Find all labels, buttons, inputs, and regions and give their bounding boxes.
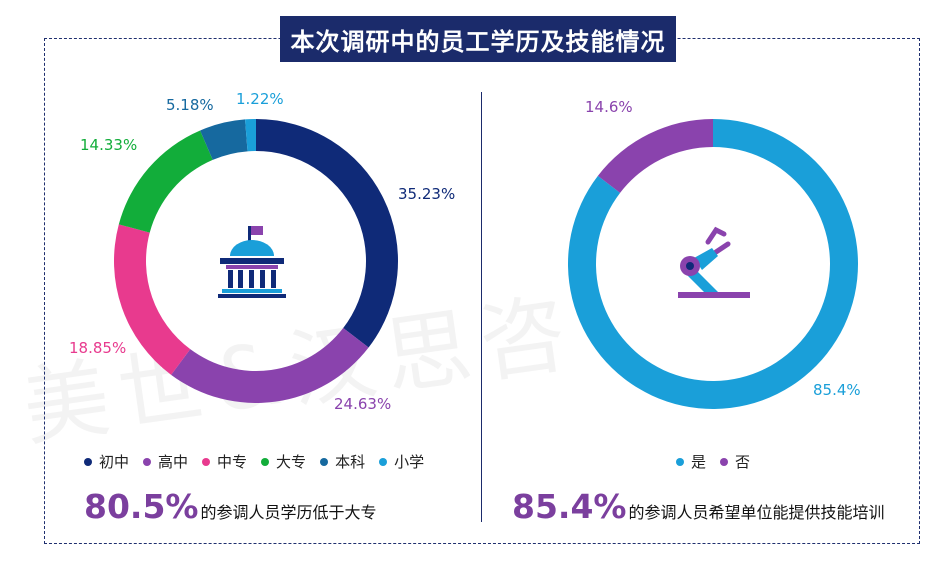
data-label-0: 35.23% — [398, 185, 455, 203]
training-summary: 85.4% 的参调人员希望单位能提供技能培训 — [512, 487, 885, 526]
summary-text: 的参调人员希望单位能提供技能培训 — [628, 503, 885, 522]
data-label-3: 14.33% — [80, 136, 137, 154]
donut-slice-3 — [118, 130, 213, 233]
donut-slice-0 — [256, 119, 398, 348]
donut-slice-1 — [597, 119, 713, 193]
donut-slice-5 — [245, 119, 256, 152]
donut-slice-4 — [200, 119, 248, 160]
page-title: 本次调研中的员工学历及技能情况 — [280, 14, 676, 62]
data-label-2: 18.85% — [69, 339, 126, 357]
legend-dot — [320, 457, 329, 466]
legend-item: 高中 — [143, 451, 188, 472]
data-label-5: 1.22% — [236, 90, 284, 108]
legend-label: 大专 — [276, 453, 307, 471]
legend-item: 否 — [720, 451, 750, 472]
legend-item: 本科 — [320, 451, 365, 472]
data-label-1: 14.6% — [585, 98, 633, 116]
data-label-1: 24.63% — [334, 395, 391, 413]
data-label-4: 5.18% — [166, 96, 214, 114]
summary-text: 的参调人员学历低于大专 — [200, 503, 377, 522]
legend-label: 是 — [691, 453, 707, 471]
legend-dot — [261, 457, 270, 466]
legend-item: 中专 — [202, 451, 247, 472]
legend-item: 是 — [676, 451, 706, 472]
legend-dot — [202, 457, 211, 466]
legend-dot — [84, 457, 92, 466]
legend-label: 中专 — [217, 453, 248, 471]
legend-dot — [720, 457, 729, 466]
summary-value: 85.4% — [512, 487, 627, 526]
education-summary: 80.5% 的参调人员学历低于大专 — [84, 487, 377, 526]
legend-label: 本科 — [335, 453, 366, 471]
legend-label: 小学 — [394, 453, 425, 471]
education-legend: 初中 高中 中专 大专 本科 小学 — [84, 451, 424, 472]
legend-label: 否 — [735, 453, 751, 471]
training-legend: 是 否 — [676, 451, 750, 472]
legend-label: 初中 — [99, 453, 130, 471]
legend-dot — [379, 457, 388, 466]
donut-slice-1 — [171, 328, 369, 403]
donut-slice-2 — [114, 224, 191, 375]
legend-item: 初中 — [84, 451, 129, 472]
legend-dot — [676, 457, 684, 466]
robot-arm-icon — [678, 226, 750, 298]
legend-item: 大专 — [261, 451, 306, 472]
legend-item: 小学 — [379, 451, 424, 472]
data-label-0: 85.4% — [813, 381, 861, 399]
legend-dot — [143, 457, 152, 466]
summary-value: 80.5% — [84, 487, 199, 526]
legend-label: 高中 — [158, 453, 189, 471]
bank-icon — [218, 226, 286, 298]
divider — [481, 92, 482, 522]
